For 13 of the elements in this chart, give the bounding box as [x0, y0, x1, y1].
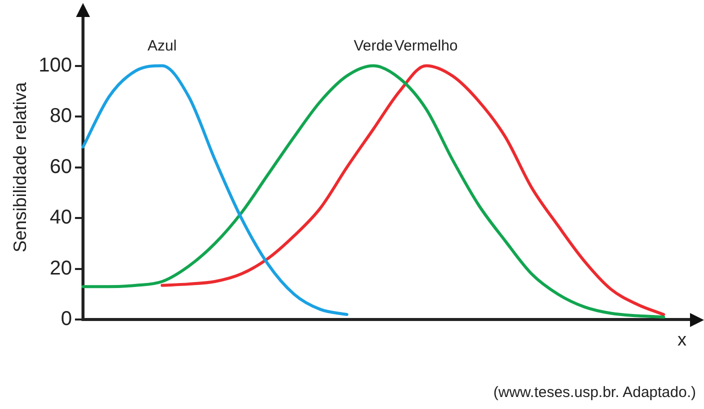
text: (www.teses.usp.br. Adaptado.)	[493, 384, 696, 401]
line-series	[81, 64, 348, 316]
series-label: Azul	[148, 37, 177, 54]
y-tick-label: 80	[50, 105, 72, 128]
y-tick-label: 0	[60, 308, 72, 330]
y-tick-label: 20	[50, 257, 72, 280]
y-axis-title: Sensibilidade relativa	[10, 81, 30, 252]
y-tick-label: 60	[50, 156, 72, 178]
y-tick-label: 40	[50, 206, 72, 229]
x-axis-title: x	[678, 330, 686, 350]
y-tick-label: 100	[38, 54, 72, 76]
series-label: Verde	[354, 37, 393, 54]
series-label: Vermelho	[394, 37, 458, 54]
